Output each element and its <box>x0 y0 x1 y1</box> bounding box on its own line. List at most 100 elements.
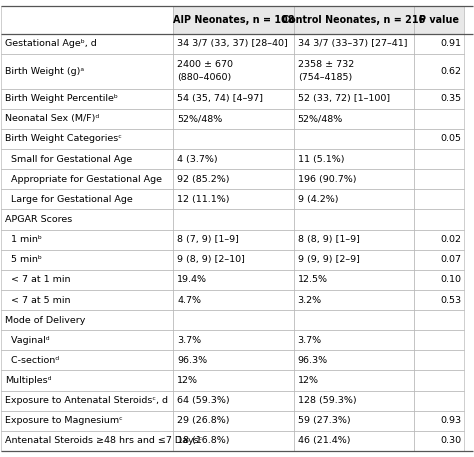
Bar <box>414 330 464 351</box>
Text: Large for Gestational Age: Large for Gestational Age <box>5 195 133 204</box>
Bar <box>294 330 414 351</box>
Bar <box>414 89 464 109</box>
Text: 0.02: 0.02 <box>441 235 462 244</box>
Bar <box>173 209 294 229</box>
Text: 12%: 12% <box>298 376 319 385</box>
Bar <box>294 229 414 250</box>
Bar <box>173 310 294 330</box>
Bar <box>294 310 414 330</box>
Bar <box>1 250 173 270</box>
Text: 3.7%: 3.7% <box>177 336 201 345</box>
Text: 0.05: 0.05 <box>441 134 462 143</box>
Bar <box>173 250 294 270</box>
Text: Control Neonates, n = 216: Control Neonates, n = 216 <box>283 15 426 25</box>
Text: 9 (8, 9) [2–10]: 9 (8, 9) [2–10] <box>177 255 245 264</box>
Bar <box>1 54 173 89</box>
Bar <box>294 290 414 310</box>
Text: Birth Weight Categoriesᶜ: Birth Weight Categoriesᶜ <box>5 134 122 143</box>
Bar <box>294 209 414 229</box>
Bar <box>173 391 294 411</box>
Text: 96.3%: 96.3% <box>177 356 207 365</box>
Text: 5 minᵇ: 5 minᵇ <box>5 255 42 264</box>
Bar <box>1 229 173 250</box>
Text: 12.5%: 12.5% <box>298 276 328 284</box>
Text: Multiplesᵈ: Multiplesᵈ <box>5 376 51 385</box>
Text: 92 (85.2%): 92 (85.2%) <box>177 175 230 184</box>
Text: (754–4185): (754–4185) <box>298 73 352 82</box>
Text: 59 (27.3%): 59 (27.3%) <box>298 416 350 425</box>
Bar <box>414 129 464 149</box>
Bar <box>173 6 294 34</box>
Text: Antenatal Steroids ≥48 hrs and ≤7 Daysᶜ: Antenatal Steroids ≥48 hrs and ≤7 Daysᶜ <box>5 436 202 446</box>
Text: 4 (3.7%): 4 (3.7%) <box>177 154 218 164</box>
Bar <box>173 371 294 391</box>
Bar <box>1 109 173 129</box>
Text: P value: P value <box>419 15 459 25</box>
Text: 18 (16.8%): 18 (16.8%) <box>177 436 230 446</box>
Text: Appropriate for Gestational Age: Appropriate for Gestational Age <box>5 175 162 184</box>
Text: 29 (26.8%): 29 (26.8%) <box>177 416 230 425</box>
Text: Exposure to Antenatal Steroidsᶜ, d: Exposure to Antenatal Steroidsᶜ, d <box>5 396 168 405</box>
Text: 19.4%: 19.4% <box>177 276 207 284</box>
Text: 0.30: 0.30 <box>441 436 462 446</box>
Text: 8 (8, 9) [1–9]: 8 (8, 9) [1–9] <box>298 235 360 244</box>
Text: 0.53: 0.53 <box>441 296 462 304</box>
Bar <box>294 89 414 109</box>
Bar <box>173 351 294 371</box>
Bar <box>1 209 173 229</box>
Text: 34 3/7 (33, 37) [28–40]: 34 3/7 (33, 37) [28–40] <box>177 39 288 48</box>
Bar <box>173 189 294 209</box>
Bar <box>414 270 464 290</box>
Bar <box>414 411 464 431</box>
Bar <box>414 109 464 129</box>
Text: 96.3%: 96.3% <box>298 356 328 365</box>
Bar <box>294 189 414 209</box>
Text: 3.2%: 3.2% <box>298 296 322 304</box>
Bar <box>173 290 294 310</box>
Bar <box>1 391 173 411</box>
Text: 11 (5.1%): 11 (5.1%) <box>298 154 344 164</box>
Bar <box>173 411 294 431</box>
Bar <box>294 431 414 451</box>
Text: 9 (4.2%): 9 (4.2%) <box>298 195 338 204</box>
Text: C-sectionᵈ: C-sectionᵈ <box>5 356 59 365</box>
Bar <box>1 351 173 371</box>
Text: 12%: 12% <box>177 376 198 385</box>
Bar <box>1 189 173 209</box>
Bar <box>414 169 464 189</box>
Text: 9 (9, 9) [2–9]: 9 (9, 9) [2–9] <box>298 255 360 264</box>
Bar <box>173 34 294 54</box>
Bar <box>294 149 414 169</box>
Bar <box>414 6 464 34</box>
Bar <box>294 411 414 431</box>
Bar <box>294 129 414 149</box>
Text: 3.7%: 3.7% <box>298 336 322 345</box>
Bar <box>1 310 173 330</box>
Bar <box>173 54 294 89</box>
Text: 0.93: 0.93 <box>441 416 462 425</box>
Bar <box>173 109 294 129</box>
Bar <box>414 34 464 54</box>
Text: Exposure to Magnesiumᶜ: Exposure to Magnesiumᶜ <box>5 416 123 425</box>
Bar <box>1 270 173 290</box>
Text: Birth Weight (g)ᵃ: Birth Weight (g)ᵃ <box>5 67 84 76</box>
Text: Gestational Ageᵇ, d: Gestational Ageᵇ, d <box>5 39 97 48</box>
Text: 52 (33, 72) [1–100]: 52 (33, 72) [1–100] <box>298 94 390 103</box>
Text: 0.62: 0.62 <box>441 67 462 76</box>
Bar <box>1 169 173 189</box>
Bar <box>1 330 173 351</box>
Bar <box>1 89 173 109</box>
Bar <box>1 129 173 149</box>
Bar <box>414 290 464 310</box>
Bar <box>173 149 294 169</box>
Bar <box>173 270 294 290</box>
Text: 52%/48%: 52%/48% <box>177 114 222 123</box>
Text: 64 (59.3%): 64 (59.3%) <box>177 396 230 405</box>
Text: < 7 at 1 min: < 7 at 1 min <box>5 276 70 284</box>
Bar <box>294 109 414 129</box>
Bar <box>414 351 464 371</box>
Bar <box>414 371 464 391</box>
Bar <box>294 250 414 270</box>
Text: 0.10: 0.10 <box>441 276 462 284</box>
Bar <box>414 391 464 411</box>
